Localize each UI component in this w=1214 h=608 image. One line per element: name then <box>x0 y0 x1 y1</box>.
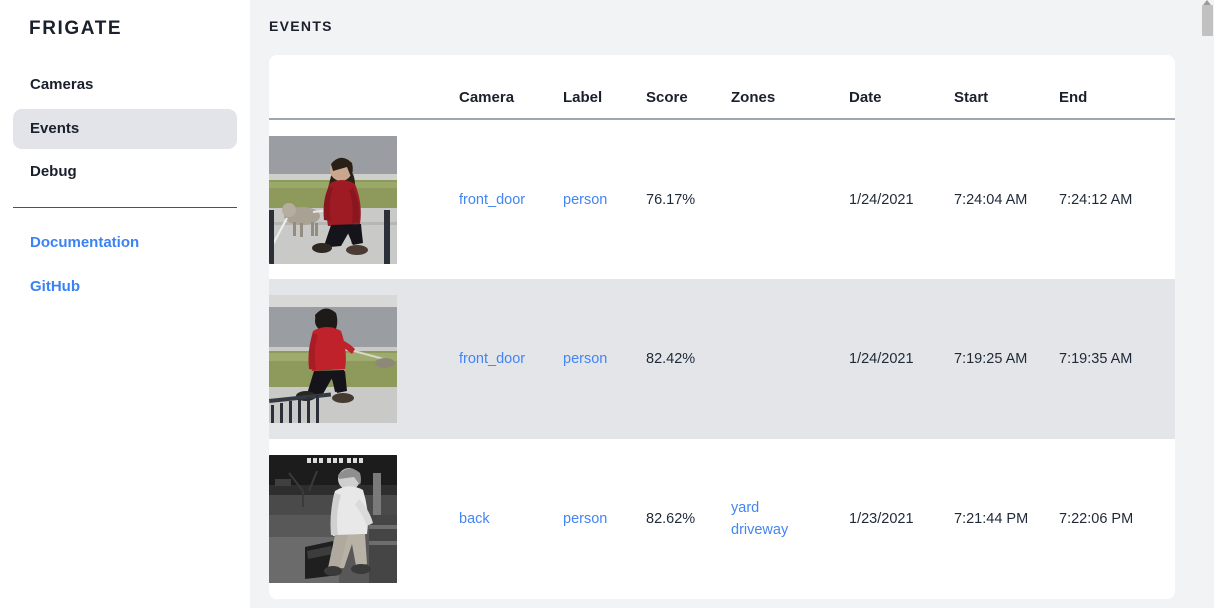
event-score-cell: 82.62% <box>646 439 731 599</box>
event-thumbnail-image[interactable] <box>269 455 397 583</box>
event-label-cell: person <box>563 279 646 439</box>
column-header-zones: Zones <box>731 55 849 120</box>
main-content: EVENTS Camera Label Score Zones Date Sta… <box>250 0 1214 608</box>
event-start-cell: 7:24:04 AM <box>954 119 1059 279</box>
event-camera-cell: front_door <box>459 279 563 439</box>
event-start-value: 7:21:44 PM <box>954 511 1029 527</box>
event-end-cell: 7:19:35 AM <box>1059 279 1175 439</box>
event-score-value: 76.17% <box>646 191 696 208</box>
table-row[interactable]: front_door person 76.17% 1/24/2021 <box>269 119 1175 279</box>
event-camera-link[interactable]: back <box>459 511 490 527</box>
sidebar-link-documentation[interactable]: Documentation <box>30 234 140 252</box>
events-table-head: Camera Label Score Zones Date Start End <box>269 55 1175 120</box>
event-thumbnail-cell[interactable] <box>269 279 459 439</box>
events-table: Camera Label Score Zones Date Start End <box>269 55 1175 599</box>
event-date-value: 1/24/2021 <box>849 351 914 367</box>
events-card: Camera Label Score Zones Date Start End <box>269 55 1175 599</box>
sidebar-item-cameras[interactable]: Cameras <box>30 75 94 93</box>
sidebar-nav: Cameras Events Debug <box>0 65 250 193</box>
event-end-value: 7:19:35 AM <box>1059 351 1133 367</box>
column-header-camera: Camera <box>459 55 563 120</box>
sidebar: FRIGATE Cameras Events Debug Documentati… <box>0 0 250 608</box>
vertical-scrollbar[interactable] <box>1200 0 1214 608</box>
sidebar-divider <box>13 207 237 209</box>
event-date-cell: 1/24/2021 <box>849 279 954 439</box>
table-row[interactable]: back person 82.62% yard driveway <box>269 439 1175 599</box>
column-header-thumbnail <box>269 55 459 120</box>
event-date-cell: 1/24/2021 <box>849 119 954 279</box>
event-score-cell: 76.17% <box>646 119 731 279</box>
event-start-cell: 7:19:25 AM <box>954 279 1059 439</box>
column-header-start: Start <box>954 55 1059 120</box>
page-title: EVENTS <box>269 18 333 34</box>
column-header-date: Date <box>849 55 954 120</box>
event-score-value: 82.62% <box>646 511 696 527</box>
event-end-value: 7:22:06 PM <box>1059 511 1134 527</box>
column-header-end: End <box>1059 55 1175 120</box>
event-camera-cell: front_door <box>459 119 563 279</box>
table-header-row: Camera Label Score Zones Date Start End <box>269 55 1175 120</box>
event-label-cell: person <box>563 439 646 599</box>
event-score-value: 82.42% <box>646 351 696 367</box>
scrollbar-thumb[interactable] <box>1202 5 1213 36</box>
event-label-link[interactable]: person <box>563 351 608 367</box>
event-zones-cell <box>731 279 849 439</box>
event-start-cell: 7:21:44 PM <box>954 439 1059 599</box>
event-zone-link-driveway[interactable]: driveway <box>731 522 789 538</box>
event-thumbnail-cell[interactable] <box>269 119 459 279</box>
column-header-label: Label <box>563 55 646 120</box>
event-end-value: 7:24:12 AM <box>1059 191 1133 208</box>
sidebar-item-events[interactable]: Events <box>13 108 237 150</box>
sidebar-item-debug[interactable]: Debug <box>30 163 77 181</box>
event-start-value: 7:19:25 AM <box>954 351 1028 367</box>
event-date-value: 1/24/2021 <box>849 191 914 208</box>
event-camera-link[interactable]: front_door <box>459 351 526 367</box>
event-date-value: 1/23/2021 <box>849 511 914 527</box>
app-brand: FRIGATE <box>29 18 123 39</box>
event-camera-link[interactable]: front_door <box>459 191 526 208</box>
event-start-value: 7:24:04 AM <box>954 191 1028 208</box>
event-zones-cell: yard driveway <box>731 439 849 599</box>
events-table-body: front_door person 76.17% 1/24/2021 <box>269 119 1175 599</box>
scroll-up-arrow-icon[interactable] <box>1203 0 1211 5</box>
sidebar-external-links: Documentation GitHub <box>0 223 250 308</box>
event-zones-cell <box>731 119 849 279</box>
event-label-cell: person <box>563 119 646 279</box>
column-header-score: Score <box>646 55 731 120</box>
event-zone-link-yard[interactable]: yard <box>731 499 760 516</box>
event-thumbnail-image[interactable] <box>269 295 397 423</box>
table-row[interactable]: front_door person 82.42% 1/24/2021 <box>269 279 1175 439</box>
event-date-cell: 1/23/2021 <box>849 439 954 599</box>
event-end-cell: 7:22:06 PM <box>1059 439 1175 599</box>
event-thumbnail-cell[interactable] <box>269 439 459 599</box>
event-end-cell: 7:24:12 AM <box>1059 119 1175 279</box>
event-label-link[interactable]: person <box>563 511 608 527</box>
event-label-link[interactable]: person <box>563 191 608 208</box>
sidebar-link-github[interactable]: GitHub <box>30 277 80 295</box>
event-thumbnail-image[interactable] <box>269 135 397 264</box>
event-score-cell: 82.42% <box>646 279 731 439</box>
event-camera-cell: back <box>459 439 563 599</box>
